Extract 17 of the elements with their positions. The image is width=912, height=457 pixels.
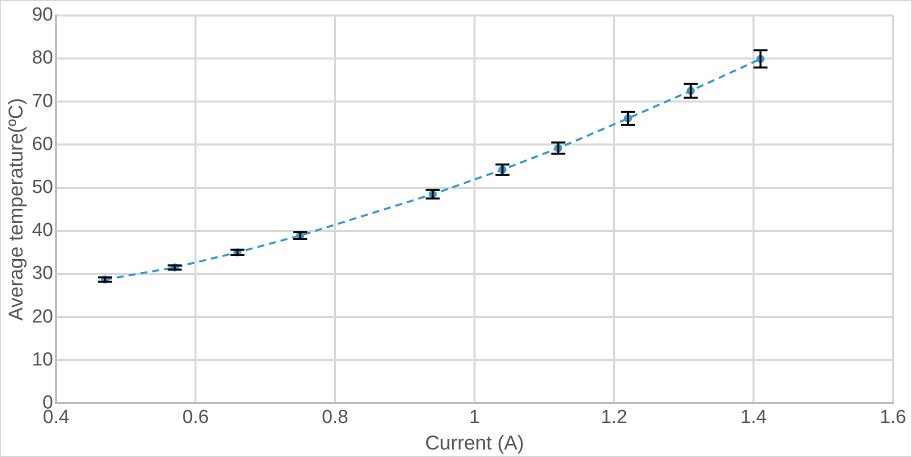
y-tick-label: 40 [32,220,54,242]
y-tick-label: 80 [32,48,54,69]
x-tick-label: 1.4 [740,406,768,428]
y-tick-label: 10 [32,349,54,370]
x-axis-title: Current (A) [425,432,524,455]
y-tick-label: 60 [32,134,54,155]
y-tick-label: 70 [32,90,54,112]
y-tick-label: 90 [32,4,54,26]
x-tick-label: 0.6 [182,406,209,428]
y-tick-label: 50 [32,176,54,198]
y-tick-label: 20 [32,306,54,328]
y-tick-label: 30 [32,263,54,284]
x-tick-label: 0.8 [322,406,348,428]
x-tick-label: 1.2 [600,406,628,428]
y-axis-title: Average temperature(ºC) [6,98,28,321]
x-tick-label: 1.6 [880,406,906,428]
x-tick-label: 1 [469,406,480,428]
